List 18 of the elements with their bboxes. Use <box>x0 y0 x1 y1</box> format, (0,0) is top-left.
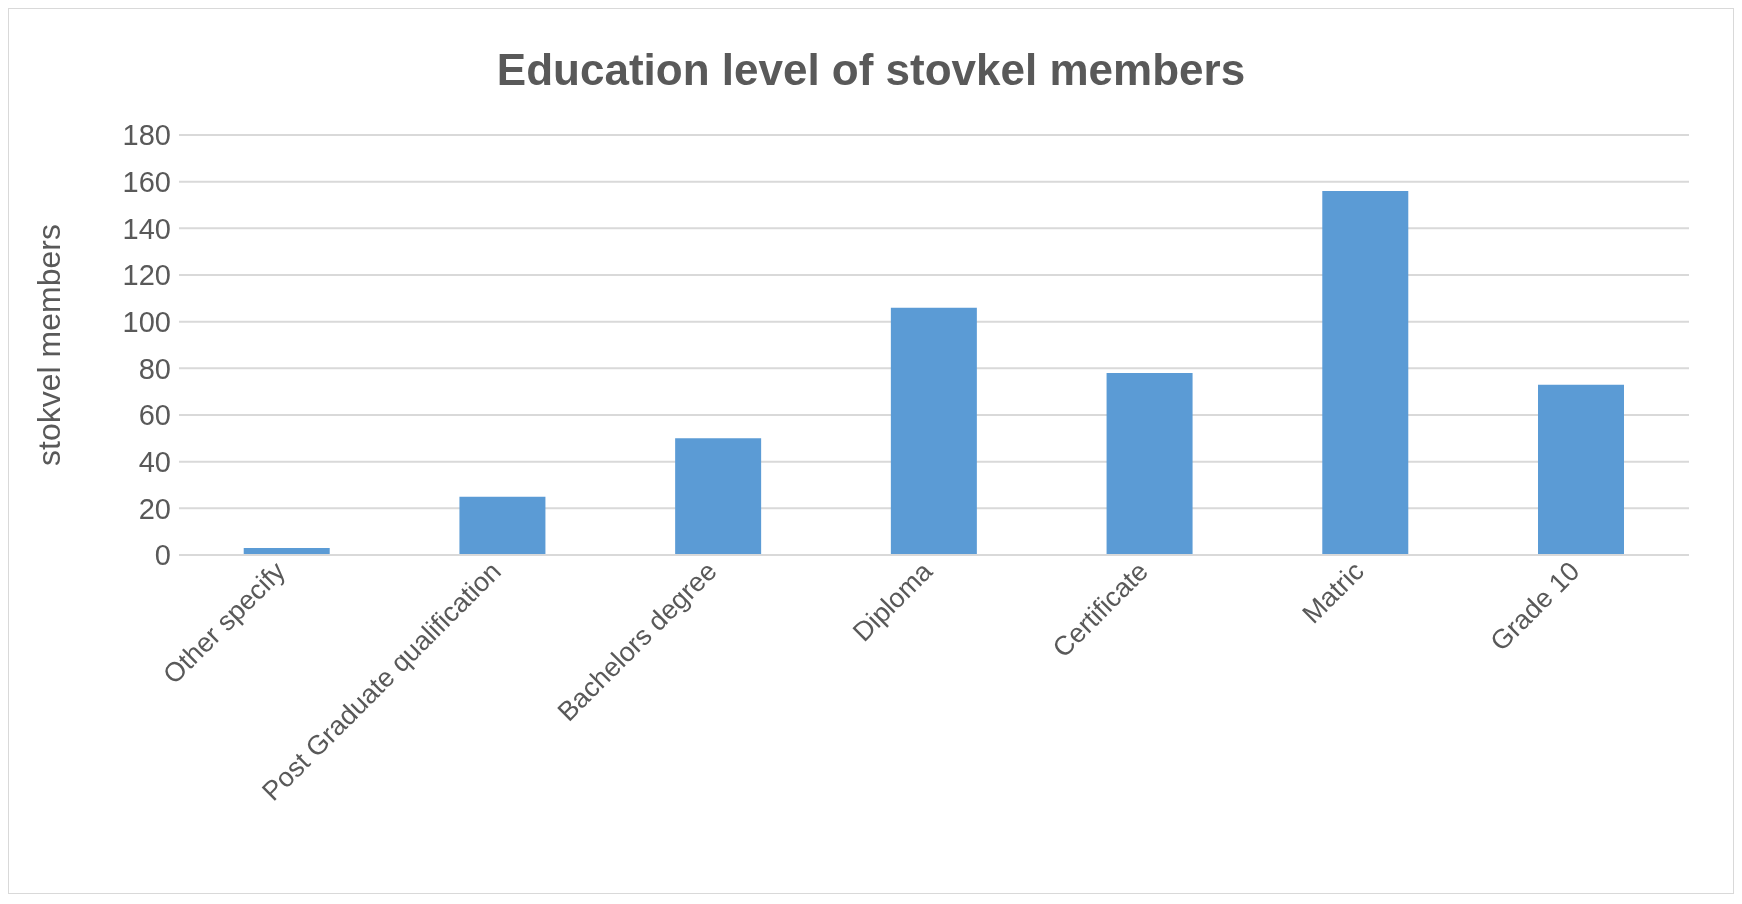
y-tick-label: 80 <box>138 352 171 385</box>
bar <box>675 438 762 555</box>
bar <box>890 307 977 555</box>
y-tick-label: 0 <box>154 539 171 572</box>
y-tick-label: 120 <box>122 259 171 292</box>
y-tick-label: 20 <box>138 492 171 525</box>
y-tick-label: 40 <box>138 445 171 478</box>
y-tick-label: 60 <box>138 399 171 432</box>
y-axis-title: stokvel members <box>31 224 68 466</box>
y-tick-label: 100 <box>122 305 171 338</box>
bar <box>1106 373 1193 555</box>
bar <box>1322 191 1409 555</box>
y-tick-label: 160 <box>122 165 171 198</box>
bar <box>459 496 546 555</box>
y-tick-label: 180 <box>122 119 171 152</box>
chart-title: Education level of stovkel members <box>495 44 1247 96</box>
y-tick-label: 140 <box>122 212 171 245</box>
bar <box>1538 384 1624 555</box>
